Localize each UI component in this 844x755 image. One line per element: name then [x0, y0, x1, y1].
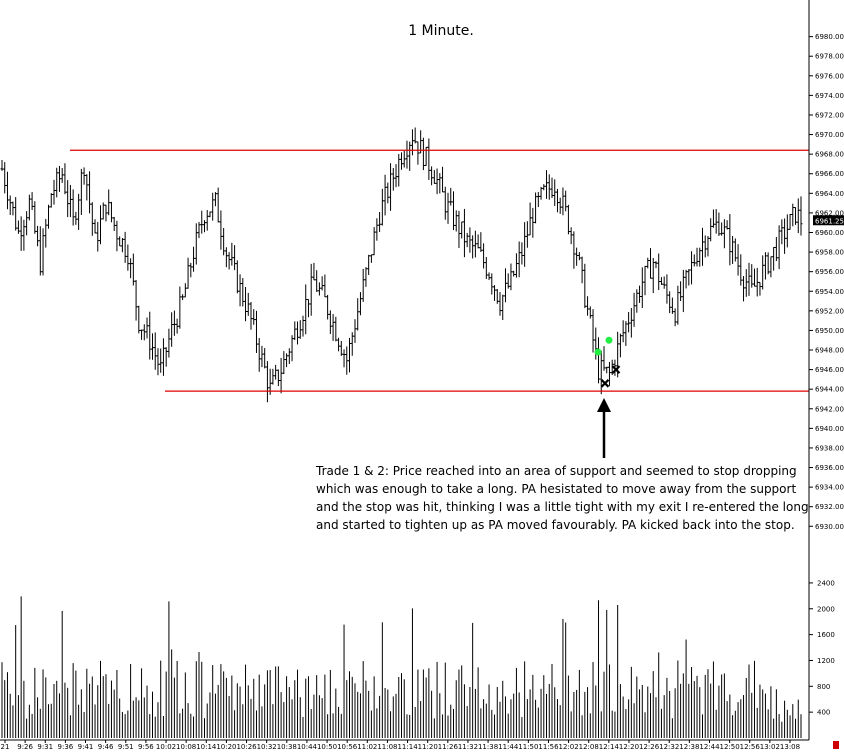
price-tick-label: 6980.00 [815, 33, 844, 41]
time-tick-label: 12:56 [740, 743, 761, 750]
volume-tick-label: 800 [817, 683, 830, 691]
price-tick-label: 6964.00 [815, 190, 844, 198]
time-tick-label: 10:08 [176, 743, 196, 750]
time-tick-label: 10:26 [236, 743, 257, 750]
time-tick-label: 10:32 [257, 743, 277, 750]
price-axis: 6980.00 6978.00 6976.00 6974.00 6972.00 6970.… [809, 33, 844, 531]
scale-marker [833, 741, 839, 749]
trade-annotation: Trade 1 & 2: Price reached into an area … [315, 464, 809, 532]
price-tick-label: 6966.00 [815, 170, 844, 178]
time-tick-label: 21 [1, 743, 10, 750]
stop-cross-stroke [600, 379, 610, 388]
price-tick-label: 6942.00 [815, 405, 844, 413]
volume-axis: 2400 2000 1600 1200 800 400 [809, 579, 835, 717]
time-tick-label: 13:02 [760, 743, 780, 750]
stop-marker-1 [600, 379, 610, 388]
entry-marker-1 [594, 348, 602, 356]
time-tick-label: 9:46 [98, 743, 114, 750]
price-tick-label: 6976.00 [815, 72, 844, 80]
price-tick-label: 6944.00 [815, 386, 844, 394]
time-tick-label: 12:14 [599, 743, 620, 750]
price-tick-label: 6954.00 [815, 288, 844, 296]
price-tick-label: 6932.00 [815, 503, 844, 511]
time-tick-label: 9:26 [17, 743, 33, 750]
annotation-line-1: Trade 1 & 2: Price reached into an area … [315, 464, 797, 478]
price-tick-label: 6978.00 [815, 53, 844, 61]
time-tick-label: 12:02 [558, 743, 578, 750]
stop-marker-2 [611, 365, 621, 374]
price-tick-label: 6930.00 [815, 523, 844, 531]
time-tick-label: 9:41 [78, 743, 94, 750]
price-tick-label: 6948.00 [815, 347, 844, 355]
time-tick-label: 11:56 [538, 743, 559, 750]
pointer-arrow-head [597, 398, 611, 412]
time-tick-label: 11:08 [377, 743, 397, 750]
time-tick-label: 12:50 [720, 743, 740, 750]
time-tick-label: 10:02 [156, 743, 176, 750]
time-tick-label: 12:26 [639, 743, 660, 750]
time-tick-label: 12:08 [579, 743, 599, 750]
price-tick-label: 6938.00 [815, 444, 844, 452]
time-tick-label: 9:36 [58, 743, 74, 750]
volume-tick-label: 1600 [817, 631, 835, 639]
annotation-line-2: which was enough to take a long. PA hesi… [316, 482, 796, 496]
time-tick-label: 11:32 [458, 743, 478, 750]
trade-markers [594, 336, 621, 458]
time-tick-label: 12:32 [659, 743, 679, 750]
time-tick-label: 11:44 [498, 743, 519, 750]
price-tick-label: 6952.00 [815, 307, 844, 315]
volume-tick-label: 2400 [817, 579, 835, 587]
time-tick-label: 11:14 [397, 743, 418, 750]
time-tick-label: 10:20 [216, 743, 236, 750]
price-tick-label: 6958.00 [815, 249, 844, 257]
price-tick-label: 6962.00 [815, 209, 844, 217]
volume-tick-label: 400 [817, 709, 830, 717]
price-tick-label: 6970.00 [815, 131, 844, 139]
annotation-line-4: and started to tighten up as PA moved fa… [316, 518, 795, 532]
time-tick-label: 11:02 [357, 743, 377, 750]
price-tick-label: 6974.00 [815, 92, 844, 100]
stop-cross-stroke [611, 365, 621, 374]
time-tick-label: 11:50 [518, 743, 538, 750]
time-axis: 21 9:26 9:31 9:36 9:41 9:46 9:51 9:56 10:02 10:08… [1, 740, 800, 751]
time-tick-label: 9:56 [138, 743, 154, 750]
price-tick-label: 6956.00 [815, 268, 844, 276]
price-tick-label: 6968.00 [815, 151, 844, 159]
volume-bars [1, 596, 802, 738]
volume-tick-label: 1200 [817, 657, 835, 665]
time-tick-label: 12:20 [619, 743, 639, 750]
chart-title: 1 Minute. [408, 23, 474, 39]
price-tick-label: 6972.00 [815, 111, 844, 119]
volume-tick-label: 2000 [817, 605, 835, 613]
time-tick-label: 13:08 [780, 743, 800, 750]
time-tick-label: 10:14 [196, 743, 217, 750]
time-tick-label: 10:44 [297, 743, 318, 750]
last-price-label: 6961.25 [815, 217, 844, 225]
time-tick-label: 10:50 [317, 743, 337, 750]
price-tick-label: 6950.00 [815, 327, 844, 335]
time-tick-label: 10:56 [337, 743, 358, 750]
level-lines [70, 149, 809, 392]
time-tick-label: 11:20 [418, 743, 438, 750]
entry-marker-2 [605, 336, 613, 344]
time-tick-label: 12:44 [699, 743, 720, 750]
price-tick-label: 6940.00 [815, 425, 844, 433]
last-price-box [813, 215, 844, 226]
price-tick-label: 6960.00 [815, 229, 844, 237]
time-tick-label: 12:38 [679, 743, 699, 750]
time-tick-label: 10:38 [277, 743, 297, 750]
time-tick-label: 11:26 [438, 743, 459, 750]
price-tick-label: 6946.00 [815, 366, 844, 374]
price-tick-label: 6934.00 [815, 484, 844, 492]
price-bars [0, 127, 803, 403]
time-tick-label: 11:38 [478, 743, 498, 750]
price-tick-label: 6936.00 [815, 464, 844, 472]
time-tick-label: 9:51 [118, 743, 134, 750]
time-tick-label: 9:31 [37, 743, 53, 750]
annotation-line-3: and the stop was hit, thinking I was a l… [316, 500, 809, 514]
